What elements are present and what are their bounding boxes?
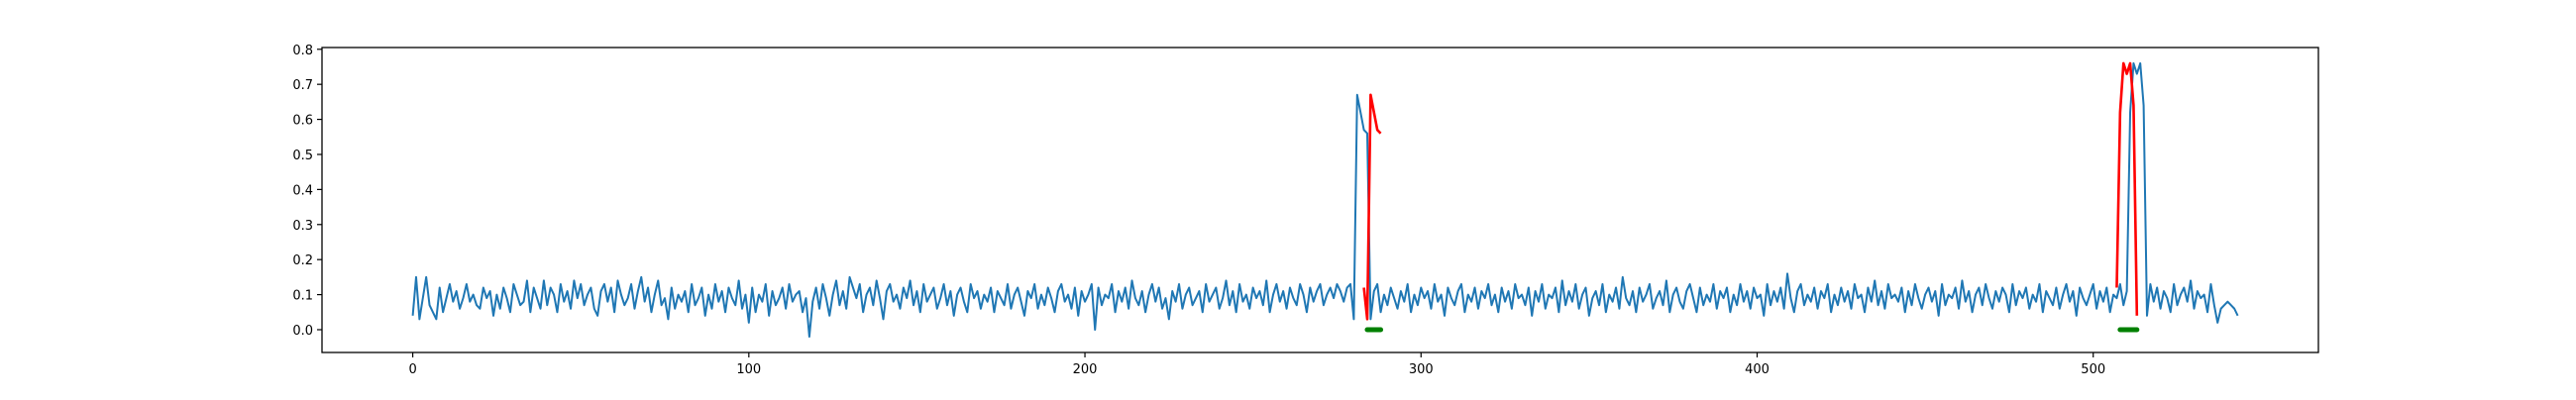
y-tick-label: 0.6 [292,114,313,129]
x-tick-label: 0 [408,362,416,377]
y-tick-label: 0.2 [292,253,313,268]
axes-layer: 0 100 200 300 400 500 0.0 0.1 0.2 0.3 0.4 0.5 0.6 0.7… [292,44,2319,377]
x-tick-label: 100 [736,362,761,377]
axes-frame [321,47,2319,353]
x-tick-label: 400 [1745,362,1770,377]
y-tick-label: 0.8 [292,44,313,58]
x-tick-label: 500 [2081,362,2105,377]
series-anomaly-segment-1 [1362,93,1382,321]
series-layer [411,61,2239,339]
x-tick-label: 300 [1409,362,1434,377]
series-baseline-line [411,61,2239,339]
y-tick-label: 0.4 [292,183,313,198]
plot-area [322,48,2318,396]
x-tick-label: 200 [1073,362,1098,377]
y-tick-label: 0.1 [292,289,313,304]
y-tick-label: 0.5 [292,149,313,163]
series-anomaly-segment-2 [2115,61,2139,316]
y-tick-label: 0.0 [292,324,313,339]
y-tick-label: 0.3 [292,219,313,234]
y-tick-label: 0.7 [292,78,313,93]
